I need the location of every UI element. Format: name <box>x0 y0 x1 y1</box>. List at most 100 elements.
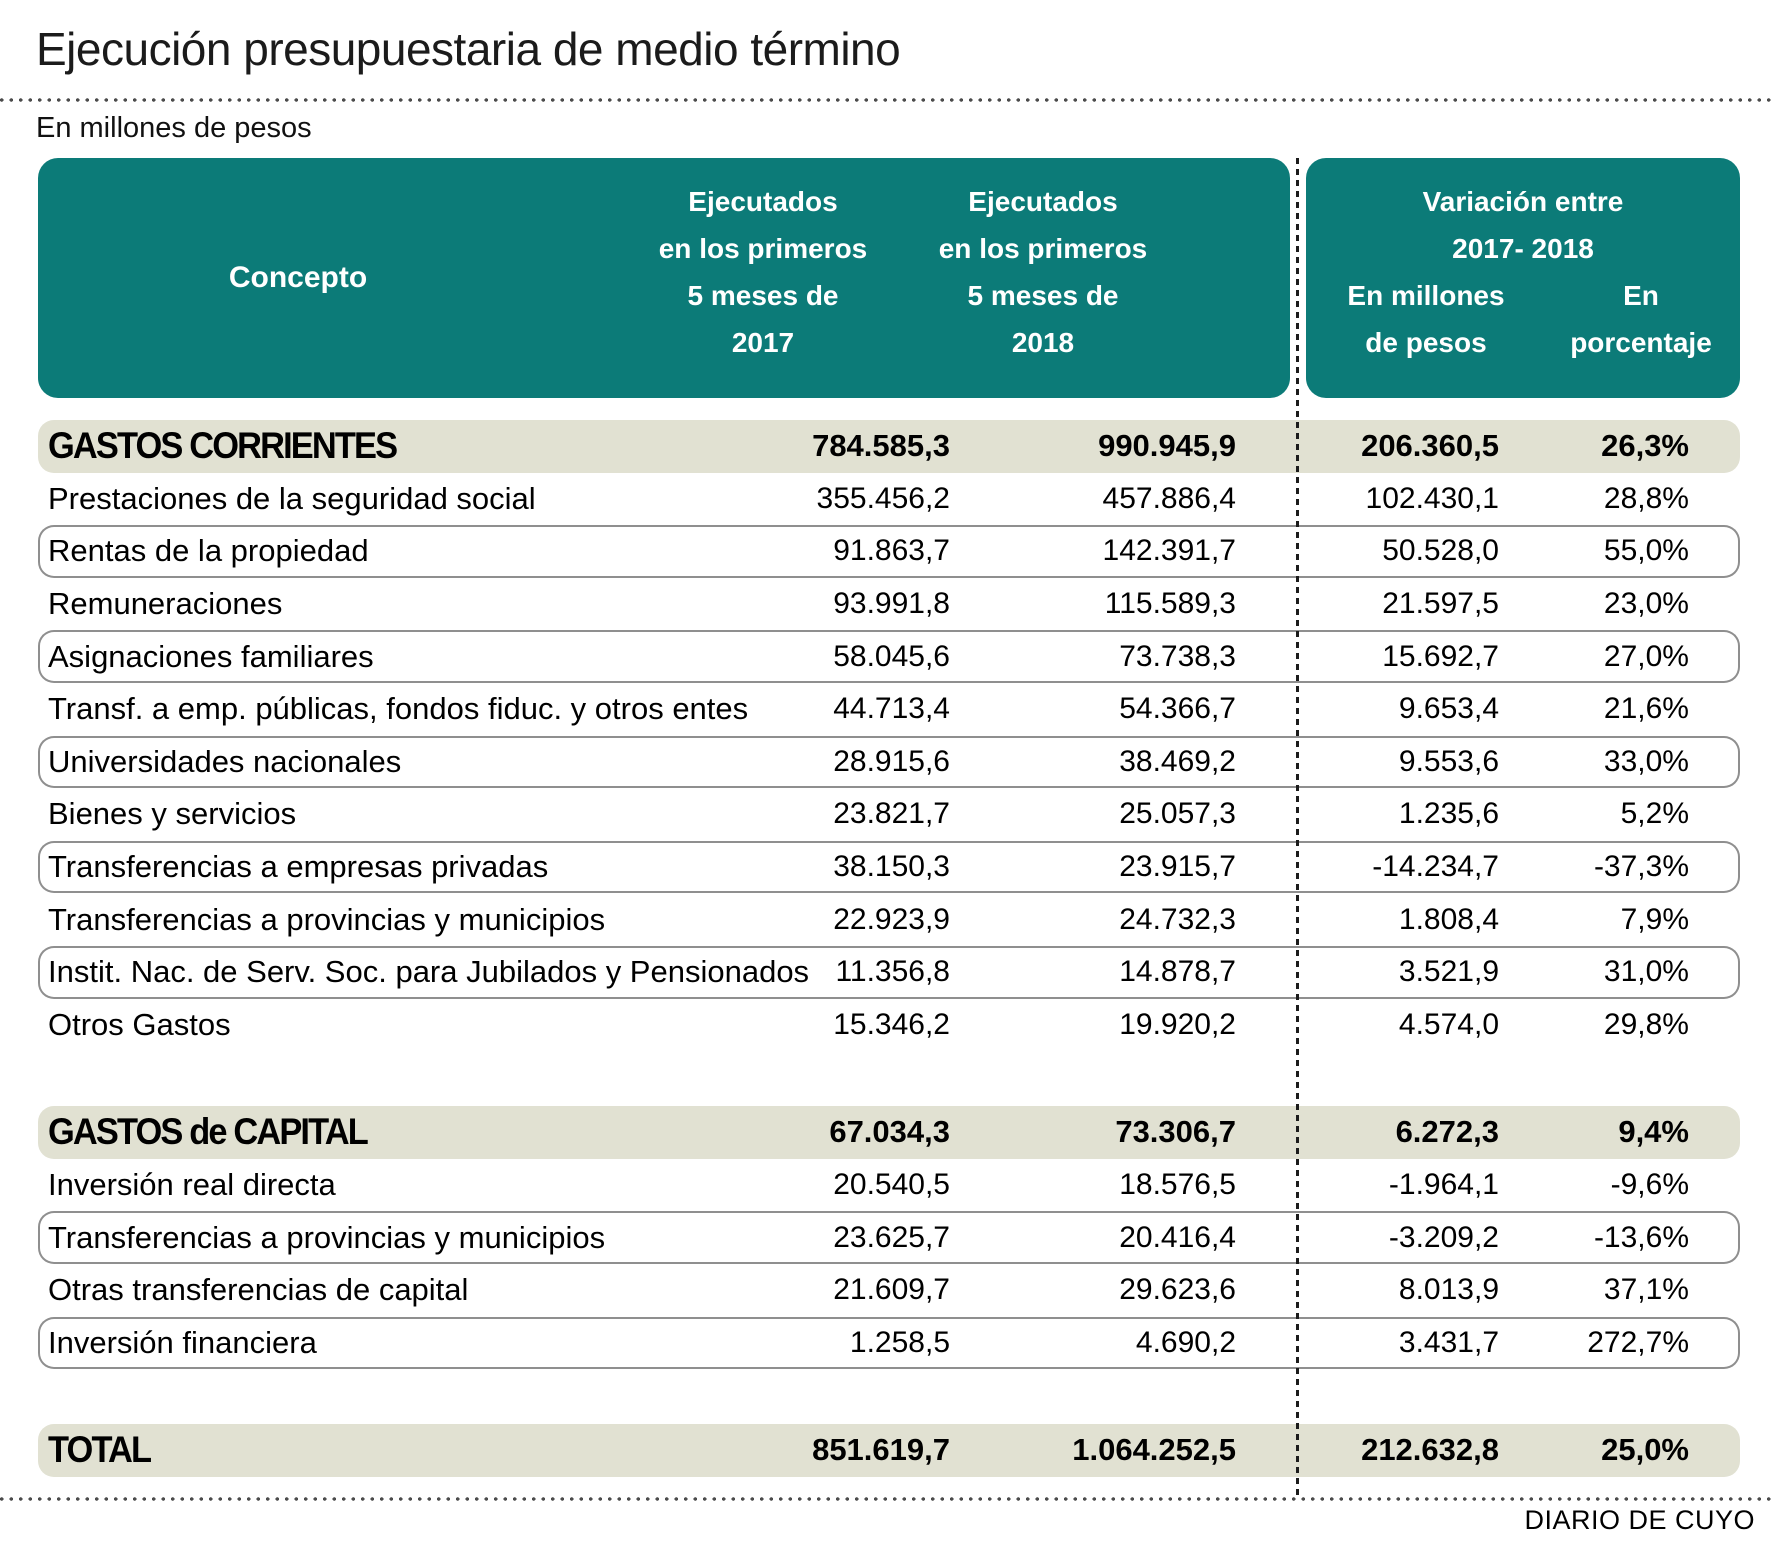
value-variation-percent: 7,9% <box>1620 902 1689 936</box>
value-2018: 73.738,3 <box>1119 639 1236 673</box>
value-2017: 851.619,7 <box>812 1432 950 1468</box>
value-2018: 29.623,6 <box>1119 1273 1236 1307</box>
header-left-block: Concepto Ejecutados en los primeros 5 me… <box>38 158 1290 398</box>
table-header: Concepto Ejecutados en los primeros 5 me… <box>38 158 1740 398</box>
table-row: Bienes y servicios 23.821,7 25.057,3 1.235,… <box>38 788 1740 841</box>
value-variation-percent: 272,7% <box>1587 1325 1689 1359</box>
section-row: TOTAL 851.619,7 1.064.252,5 212.632,8 25,0% <box>38 1424 1740 1477</box>
value-variation-millions: 9.653,4 <box>1398 692 1499 726</box>
table-row: Rentas de la propiedad 91.863,7 142.391,7 5… <box>38 525 1740 578</box>
unit-label: En millones de pesos <box>36 112 312 144</box>
row-label: Otras transferencias de capital <box>48 1272 469 1308</box>
table-row: Instit. Nac. de Serv. Soc. para Jubilado… <box>38 946 1740 999</box>
row-label: Prestaciones de la seguridad social <box>48 480 536 516</box>
table-row: Transferencias a provincias y municipios… <box>38 1211 1740 1264</box>
table-row: Otros Gastos 15.346,2 19.920,2 4.574,0 29,8% <box>38 999 1740 1052</box>
value-2018: 457.886,4 <box>1102 481 1236 515</box>
value-2018: 25.057,3 <box>1119 797 1236 831</box>
section-row: GASTOS de CAPITAL 67.034,3 73.306,7 6.272,3… <box>38 1106 1740 1159</box>
value-variation-millions: 6.272,3 <box>1395 1114 1499 1150</box>
col-header-variation: Variación entre 2017- 2018 <box>1422 186 1624 264</box>
value-variation-millions: 1.235,6 <box>1398 797 1499 831</box>
value-variation-percent: 27,0% <box>1603 639 1689 673</box>
value-2017: 15.346,2 <box>833 1007 950 1041</box>
value-variation-percent: 25,0% <box>1601 1432 1689 1468</box>
value-2018: 38.469,2 <box>1119 744 1236 778</box>
value-variation-millions: 212.632,8 <box>1361 1432 1499 1468</box>
row-label: Rentas de la propiedad <box>48 533 369 569</box>
col-header-2017: Ejecutados en los primeros 5 meses de 20… <box>658 186 868 358</box>
table-row: Asignaciones familiares 58.045,6 73.738,3 1… <box>38 630 1740 683</box>
row-label: Inversión real directa <box>48 1167 336 1203</box>
value-variation-percent: 9,4% <box>1618 1114 1689 1150</box>
table-row: Prestaciones de la seguridad social 355.4… <box>38 473 1740 526</box>
value-variation-percent: 26,3% <box>1601 428 1689 464</box>
value-2017: 28.915,6 <box>833 744 950 778</box>
row-label: Remuneraciones <box>48 586 283 622</box>
value-variation-percent: -37,3% <box>1593 850 1689 884</box>
value-variation-percent: 5,2% <box>1620 797 1689 831</box>
value-2018: 115.589,3 <box>1104 587 1236 621</box>
value-2018: 20.416,4 <box>1119 1220 1236 1254</box>
row-label: Transf. a emp. públicas, fondos fiduc. y… <box>48 691 749 727</box>
value-2018: 990.945,9 <box>1098 428 1236 464</box>
value-2018: 14.878,7 <box>1119 955 1236 989</box>
value-variation-millions: 4.574,0 <box>1398 1007 1499 1041</box>
row-label: GASTOS de CAPITAL <box>48 1111 369 1153</box>
row-label: GASTOS CORRIENTES <box>48 425 398 467</box>
value-2018: 54.366,7 <box>1119 692 1236 726</box>
value-2017: 38.150,3 <box>833 850 950 884</box>
value-variation-percent: 55,0% <box>1603 534 1689 568</box>
value-2017: 355.456,2 <box>816 481 950 515</box>
value-variation-percent: 33,0% <box>1603 744 1689 778</box>
value-variation-percent: 31,0% <box>1603 955 1689 989</box>
value-variation-millions: 3.431,7 <box>1398 1325 1499 1359</box>
value-2017: 23.821,7 <box>833 797 950 831</box>
value-2017: 20.540,5 <box>833 1168 950 1202</box>
value-variation-millions: 50.528,0 <box>1382 534 1499 568</box>
table-row: Transferencias a provincias y municipios… <box>38 893 1740 946</box>
value-2017: 11.356,8 <box>835 955 950 989</box>
header-right-block: Variación entre 2017- 2018 En millones d… <box>1306 158 1740 398</box>
row-label: Asignaciones familiares <box>48 638 374 674</box>
value-2018: 73.306,7 <box>1115 1114 1236 1150</box>
table-row: Transferencias a empresas privadas 38.150… <box>38 841 1740 894</box>
value-variation-millions: 8.013,9 <box>1398 1273 1499 1307</box>
table-row: Otras transferencias de capital 21.609,7 2… <box>38 1264 1740 1317</box>
value-variation-percent: 21,6% <box>1603 692 1689 726</box>
value-variation-millions: -1.964,1 <box>1388 1168 1499 1202</box>
value-variation-percent: 29,8% <box>1603 1007 1689 1041</box>
value-2017: 23.625,7 <box>833 1220 950 1254</box>
value-2017: 22.923,9 <box>833 902 950 936</box>
row-label: Transferencias a provincias y municipios <box>48 1219 606 1255</box>
table-body: GASTOS CORRIENTES 784.585,3 990.945,9 206.3… <box>38 420 1740 1477</box>
value-variation-percent: 23,0% <box>1603 587 1689 621</box>
row-label: Bienes y servicios <box>48 796 297 832</box>
value-variation-percent: -13,6% <box>1593 1220 1689 1254</box>
value-2018: 18.576,5 <box>1119 1168 1236 1202</box>
value-2018: 1.064.252,5 <box>1072 1432 1236 1468</box>
table-row: Remuneraciones 93.991,8 115.589,3 21.597,5 2… <box>38 578 1740 631</box>
vertical-dashed-divider <box>1296 158 1299 1497</box>
row-label: Inversión financiera <box>48 1324 317 1360</box>
value-2017: 1.258,5 <box>849 1325 950 1359</box>
row-label: Transferencias a empresas privadas <box>48 849 549 885</box>
value-2017: 58.045,6 <box>833 639 950 673</box>
value-variation-percent: -9,6% <box>1610 1168 1689 1202</box>
bottom-dotted-rule <box>0 1497 1775 1501</box>
table-row: Transf. a emp. públicas, fondos fiduc. y… <box>38 683 1740 736</box>
value-2018: 142.391,7 <box>1102 534 1236 568</box>
value-variation-millions: -3.209,2 <box>1388 1220 1499 1254</box>
table-row: Inversión financiera 1.258,5 4.690,2 3.431,… <box>38 1317 1740 1370</box>
row-label: Otros Gastos <box>48 1006 231 1042</box>
value-2017: 784.585,3 <box>812 428 950 464</box>
value-2018: 23.915,7 <box>1119 850 1236 884</box>
value-variation-millions: 1.808,4 <box>1398 902 1499 936</box>
budget-table: Concepto Ejecutados en los primeros 5 me… <box>38 158 1740 1497</box>
value-2017: 93.991,8 <box>833 587 950 621</box>
value-2017: 91.863,7 <box>833 534 950 568</box>
value-variation-millions: 206.360,5 <box>1361 428 1499 464</box>
value-variation-millions: 21.597,5 <box>1382 587 1499 621</box>
value-variation-millions: 102.430,1 <box>1365 481 1499 515</box>
table-row: Inversión real directa 20.540,5 18.576,5 -1… <box>38 1159 1740 1212</box>
